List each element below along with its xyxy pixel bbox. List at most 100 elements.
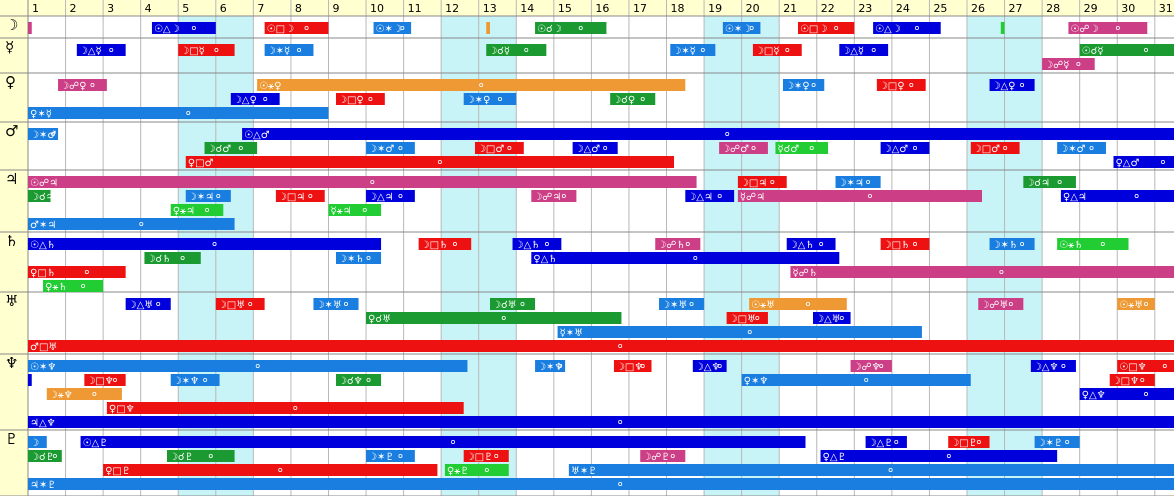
transit-bar[interactable] (151, 22, 216, 34)
transit-bar[interactable] (43, 280, 104, 292)
transit-bar[interactable] (797, 22, 855, 34)
transit-bar[interactable] (978, 298, 1024, 310)
transit-bar[interactable] (737, 176, 787, 188)
transit-bar[interactable] (335, 252, 382, 264)
transit-bar[interactable] (989, 79, 1035, 91)
transit-bar[interactable] (28, 450, 62, 462)
transit-bar[interactable] (444, 464, 509, 476)
transit-bar[interactable] (722, 22, 761, 34)
transit-bar[interactable] (1113, 156, 1174, 168)
transit-bar[interactable] (531, 190, 577, 202)
transit-bar[interactable] (726, 312, 768, 324)
transit-bar[interactable] (103, 464, 438, 476)
transit-bar[interactable] (170, 374, 220, 386)
transit-bar[interactable] (719, 142, 768, 154)
transit-bar[interactable] (335, 374, 382, 386)
transit-bar[interactable] (264, 44, 314, 56)
transit-bar[interactable] (749, 298, 847, 310)
transit-bar[interactable] (876, 79, 926, 91)
transit-bar[interactable] (970, 142, 1020, 154)
transit-bar[interactable] (185, 190, 231, 202)
transit-bar[interactable] (741, 374, 971, 386)
transit-bar[interactable] (80, 436, 806, 448)
transit-bar[interactable] (659, 298, 705, 310)
transit-bar[interactable] (28, 416, 1174, 428)
transit-bar[interactable] (1057, 238, 1129, 250)
transit-bar[interactable] (366, 142, 415, 154)
transit-bar[interactable] (865, 436, 907, 448)
transit-bar[interactable] (166, 450, 235, 462)
transit-bar[interactable] (474, 142, 524, 154)
transit-bar[interactable] (737, 190, 983, 202)
transit-bar[interactable] (28, 360, 468, 372)
transit-bar[interactable] (313, 298, 359, 310)
transit-bar[interactable] (1042, 58, 1095, 70)
transit-bar[interactable] (1068, 22, 1148, 34)
transit-bar[interactable] (373, 22, 412, 34)
transit-bar[interactable] (1000, 22, 1005, 34)
transit-bar[interactable] (640, 450, 686, 462)
transit-bar[interactable] (76, 44, 126, 56)
transit-bar[interactable] (531, 252, 840, 264)
transit-bar[interactable] (463, 450, 509, 462)
transit-bar[interactable] (880, 142, 930, 154)
transit-bar[interactable] (28, 107, 329, 119)
transit-bar[interactable] (790, 266, 1174, 278)
transit-bar[interactable] (257, 79, 686, 91)
transit-bar[interactable] (28, 340, 1174, 352)
transit-bar[interactable] (185, 156, 675, 168)
transit-bar[interactable] (1109, 374, 1155, 386)
transit-bar[interactable] (820, 450, 1058, 462)
transit-bar[interactable] (170, 204, 224, 216)
transit-bar[interactable] (215, 298, 265, 310)
transit-bar[interactable] (535, 22, 607, 34)
transit-bar[interactable] (1060, 190, 1174, 202)
transit-bar[interactable] (1030, 360, 1076, 372)
transit-bar[interactable] (850, 360, 892, 372)
transit-bar[interactable] (242, 128, 1174, 140)
transit-bar[interactable] (610, 93, 656, 105)
transit-bar[interactable] (948, 436, 990, 448)
transit-bar[interactable] (880, 238, 930, 250)
transit-bar[interactable] (489, 298, 536, 310)
transit-bar[interactable] (335, 93, 385, 105)
transit-bar[interactable] (28, 128, 59, 140)
transit-bar[interactable] (568, 464, 1174, 476)
transit-bar[interactable] (230, 93, 280, 105)
transit-bar[interactable] (775, 142, 829, 154)
transit-bar[interactable] (106, 402, 464, 414)
transit-bar[interactable] (125, 298, 171, 310)
transit-bar[interactable] (786, 238, 836, 250)
transit-bar[interactable] (535, 360, 566, 372)
transit-bar[interactable] (204, 142, 258, 154)
transit-bar[interactable] (28, 238, 382, 250)
transit-bar[interactable] (28, 436, 47, 448)
transit-bar[interactable] (84, 374, 126, 386)
transit-bar[interactable] (366, 450, 415, 462)
transit-bar[interactable] (264, 22, 329, 34)
transit-bar[interactable] (28, 176, 697, 188)
transit-bar[interactable] (1023, 176, 1076, 188)
transit-bar[interactable] (28, 22, 32, 34)
transit-bar[interactable] (418, 238, 472, 250)
transit-bar[interactable] (839, 44, 889, 56)
transit-bar[interactable] (752, 44, 802, 56)
transit-bar[interactable] (58, 79, 107, 91)
transit-bar[interactable] (366, 190, 415, 202)
transit-bar[interactable] (46, 388, 122, 400)
transit-bar[interactable] (1034, 436, 1080, 448)
transit-bar[interactable] (813, 312, 851, 324)
transit-bar[interactable] (692, 360, 727, 372)
transit-bar[interactable] (366, 312, 622, 324)
transit-bar[interactable] (655, 238, 701, 250)
transit-bar[interactable] (557, 326, 922, 338)
transit-bar[interactable] (1117, 360, 1174, 372)
transit-bar[interactable] (835, 176, 881, 188)
transit-bar[interactable] (28, 266, 126, 278)
transit-bar[interactable] (989, 238, 1035, 250)
transit-bar[interactable] (1079, 388, 1174, 400)
transit-bar[interactable] (144, 252, 201, 264)
transit-bar[interactable] (1079, 44, 1174, 56)
transit-bar[interactable] (685, 190, 735, 202)
transit-bar[interactable] (28, 190, 51, 202)
